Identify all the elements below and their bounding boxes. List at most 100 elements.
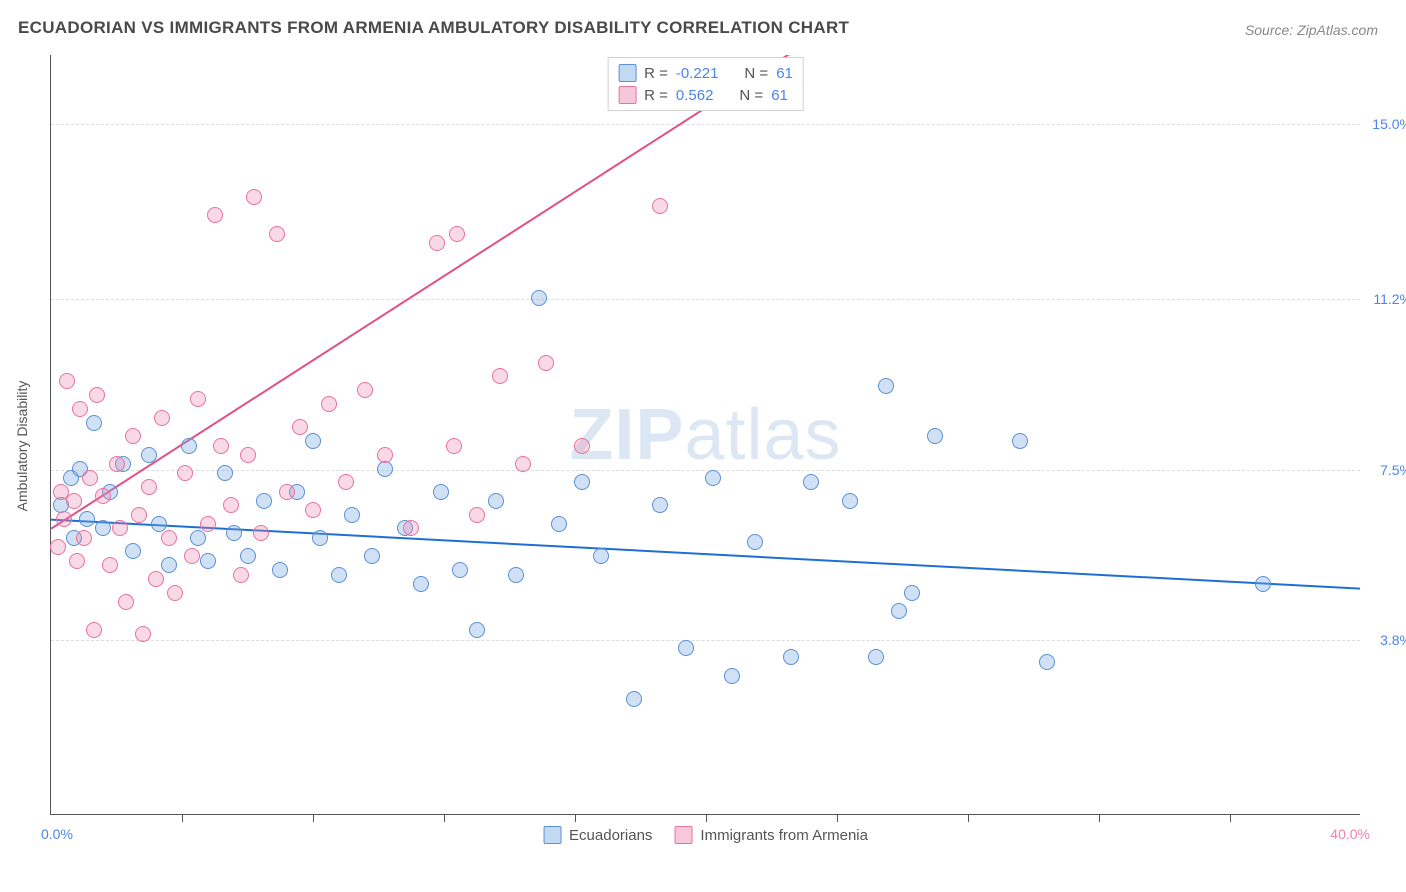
point-ecuadorian	[531, 290, 547, 306]
point-armenia	[69, 553, 85, 569]
point-armenia	[305, 502, 321, 518]
source-label: Source: ZipAtlas.com	[1245, 22, 1378, 38]
point-ecuadorian	[783, 649, 799, 665]
point-armenia	[59, 373, 75, 389]
legend-label-ecuadorians: Ecuadorians	[569, 827, 652, 844]
x-tick	[706, 814, 707, 822]
point-ecuadorian	[488, 493, 504, 509]
point-armenia	[66, 493, 82, 509]
point-armenia	[102, 557, 118, 573]
point-armenia	[177, 465, 193, 481]
point-ecuadorian	[312, 530, 328, 546]
x-max-label: 40.0%	[1330, 826, 1370, 842]
point-armenia	[357, 382, 373, 398]
point-armenia	[403, 520, 419, 536]
point-ecuadorian	[452, 562, 468, 578]
point-armenia	[154, 410, 170, 426]
point-ecuadorian	[331, 567, 347, 583]
x-tick	[444, 814, 445, 822]
point-armenia	[321, 396, 337, 412]
point-armenia	[86, 622, 102, 638]
legend-swatch-blue	[543, 826, 561, 844]
point-ecuadorian	[652, 497, 668, 513]
point-ecuadorian	[181, 438, 197, 454]
point-ecuadorian	[878, 378, 894, 394]
point-ecuadorian	[904, 585, 920, 601]
point-armenia	[652, 198, 668, 214]
point-ecuadorian	[95, 520, 111, 536]
point-ecuadorian	[79, 511, 95, 527]
point-armenia	[184, 548, 200, 564]
point-armenia	[167, 585, 183, 601]
point-ecuadorian	[469, 622, 485, 638]
point-ecuadorian	[256, 493, 272, 509]
plot-area: ZIPatlas 3.8%7.5%11.2%15.0% 0.0% 40.0% R…	[50, 55, 1360, 815]
point-ecuadorian	[305, 433, 321, 449]
point-armenia	[223, 497, 239, 513]
point-ecuadorian	[190, 530, 206, 546]
legend-swatch-blue	[618, 64, 636, 82]
point-ecuadorian	[551, 516, 567, 532]
point-ecuadorian	[724, 668, 740, 684]
point-ecuadorian	[1255, 576, 1271, 592]
point-armenia	[449, 226, 465, 242]
point-armenia	[72, 401, 88, 417]
gridline	[51, 299, 1360, 300]
point-ecuadorian	[927, 428, 943, 444]
point-ecuadorian	[272, 562, 288, 578]
point-ecuadorian	[344, 507, 360, 523]
correlation-legend: R = -0.221 N = 61 R = 0.562 N = 61	[607, 57, 804, 111]
point-armenia	[538, 355, 554, 371]
point-ecuadorian	[1012, 433, 1028, 449]
point-armenia	[76, 530, 92, 546]
gridline	[51, 470, 1360, 471]
point-armenia	[89, 387, 105, 403]
series-legend: Ecuadorians Immigrants from Armenia	[543, 826, 868, 844]
x-tick	[1099, 814, 1100, 822]
point-ecuadorian	[141, 447, 157, 463]
x-tick	[182, 814, 183, 822]
point-ecuadorian	[377, 461, 393, 477]
gridline	[51, 124, 1360, 125]
point-ecuadorian	[217, 465, 233, 481]
point-ecuadorian	[125, 543, 141, 559]
point-armenia	[269, 226, 285, 242]
x-tick	[968, 814, 969, 822]
point-armenia	[492, 368, 508, 384]
point-armenia	[161, 530, 177, 546]
point-armenia	[141, 479, 157, 495]
x-tick	[837, 814, 838, 822]
trend-lines	[51, 55, 1360, 814]
point-armenia	[429, 235, 445, 251]
x-min-label: 0.0%	[41, 826, 73, 842]
point-armenia	[118, 594, 134, 610]
point-armenia	[148, 571, 164, 587]
point-ecuadorian	[1039, 654, 1055, 670]
point-ecuadorian	[161, 557, 177, 573]
point-armenia	[233, 567, 249, 583]
point-ecuadorian	[626, 691, 642, 707]
point-ecuadorian	[240, 548, 256, 564]
point-armenia	[377, 447, 393, 463]
point-armenia	[279, 484, 295, 500]
point-ecuadorian	[705, 470, 721, 486]
point-armenia	[469, 507, 485, 523]
point-ecuadorian	[226, 525, 242, 541]
point-armenia	[292, 419, 308, 435]
legend-swatch-pink	[674, 826, 692, 844]
point-armenia	[446, 438, 462, 454]
point-ecuadorian	[747, 534, 763, 550]
point-armenia	[56, 511, 72, 527]
point-armenia	[50, 539, 66, 555]
point-armenia	[190, 391, 206, 407]
point-armenia	[253, 525, 269, 541]
point-armenia	[135, 626, 151, 642]
point-armenia	[338, 474, 354, 490]
x-tick	[1230, 814, 1231, 822]
point-armenia	[131, 507, 147, 523]
point-ecuadorian	[868, 649, 884, 665]
y-tick-label: 7.5%	[1380, 462, 1406, 478]
point-armenia	[109, 456, 125, 472]
point-ecuadorian	[200, 553, 216, 569]
point-armenia	[515, 456, 531, 472]
